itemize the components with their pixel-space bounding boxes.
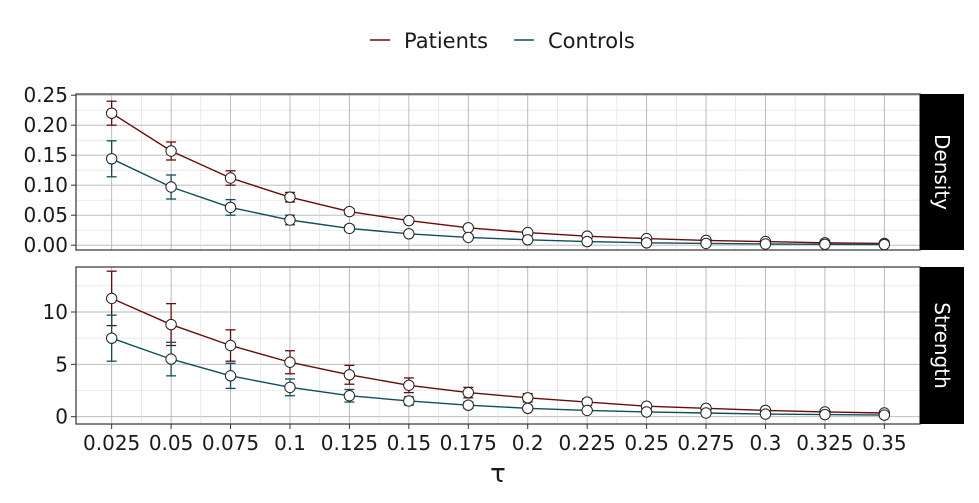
strength-controls-point	[403, 395, 415, 407]
density-patients-point	[284, 191, 296, 203]
density-y-tick-label: 0.00	[23, 233, 68, 257]
legend: Patients Controls	[370, 29, 635, 53]
x-tick-label: 0.125	[321, 431, 378, 455]
strength-controls-point	[343, 390, 356, 402]
strength-controls-point	[224, 370, 237, 382]
density-patients-line	[111, 112, 885, 245]
density-controls-point	[522, 234, 534, 246]
legend-label-controls: Controls	[548, 29, 635, 53]
density-controls-point	[165, 181, 177, 193]
density-y-tick-label: 0.10	[23, 173, 68, 197]
density-controls-point	[343, 222, 356, 235]
density-patients-point	[343, 205, 356, 218]
density-controls-point	[640, 237, 653, 249]
density-controls-point	[284, 214, 296, 226]
strength-y-tick-label: 10	[43, 300, 68, 324]
panel-density-series	[105, 100, 891, 251]
density-controls-point	[224, 201, 237, 214]
panel-strength: 0 5 10 Strength	[43, 266, 964, 429]
density-controls-point	[878, 238, 891, 251]
strength-controls-point	[759, 408, 772, 420]
x-tick-label: 0.35	[862, 431, 907, 455]
x-tick-label: 0.3	[750, 431, 782, 455]
density-controls-point	[819, 238, 831, 251]
x-axis: 0.025 0.05 0.075 0.1 0.125 0.15 0.175 0.2 0.225 0…	[83, 424, 907, 455]
x-tick-label: 0.075	[202, 431, 259, 455]
x-axis-title: τ	[490, 459, 506, 489]
strip-strength	[920, 267, 964, 424]
density-y-tick-label: 0.15	[23, 143, 68, 167]
density-patients-point	[105, 107, 118, 119]
density-patients-point	[165, 145, 177, 157]
strength-controls-point	[165, 353, 177, 365]
strength-patients-line	[111, 297, 885, 414]
strip-label-strength: Strength	[930, 302, 954, 389]
x-tick-label: 0.025	[83, 431, 140, 455]
panel-strength-y-axis: 0 5 10	[43, 300, 76, 429]
strength-controls-point	[105, 332, 118, 344]
density-controls-point	[581, 235, 593, 248]
x-tick-label: 0.175	[440, 431, 497, 455]
x-tick-label: 0.2	[512, 431, 544, 455]
density-controls-point	[759, 238, 772, 250]
strength-patients-point	[284, 356, 296, 368]
density-y-tick-label: 0.20	[23, 113, 68, 137]
density-controls-point	[462, 231, 474, 244]
strip-density	[920, 94, 964, 250]
x-tick-label: 0.05	[149, 431, 194, 455]
density-controls-point	[403, 228, 415, 240]
strength-controls-point	[522, 402, 534, 414]
strength-controls-line	[111, 337, 885, 416]
strength-patients-point	[105, 292, 118, 305]
density-patients-point	[403, 214, 415, 227]
density-y-tick-label: 0.25	[23, 83, 68, 107]
density-patients-point	[462, 222, 474, 234]
strength-controls-point	[878, 409, 891, 421]
panel-density: 0.00 0.05 0.10 0.15 0.20 0.25 Density	[23, 83, 964, 257]
x-tick-label: 0.25	[624, 431, 669, 455]
strength-patients-point	[165, 318, 177, 331]
x-tick-label: 0.275	[677, 431, 734, 455]
panel-density-y-axis: 0.00 0.05 0.10 0.15 0.20 0.25	[23, 83, 76, 257]
strength-patients-point	[343, 369, 356, 381]
strength-controls-point	[819, 408, 831, 421]
strength-controls-point	[640, 406, 653, 418]
x-tick-label: 0.225	[559, 431, 616, 455]
legend-label-patients: Patients	[404, 29, 488, 53]
panel-strength-series	[105, 270, 891, 421]
strength-controls-point	[700, 407, 712, 419]
strength-controls-point	[581, 404, 593, 417]
x-tick-label: 0.325	[796, 431, 853, 455]
strength-patients-point	[522, 392, 534, 404]
x-tick-label: 0.15	[387, 431, 432, 455]
density-controls-point	[105, 153, 118, 165]
strength-patients-point	[224, 339, 237, 352]
density-controls-point	[700, 237, 712, 250]
strength-controls-point	[462, 399, 474, 411]
strength-y-tick-label: 0	[55, 405, 68, 429]
density-y-tick-label: 0.05	[23, 203, 68, 227]
strength-patients-point	[462, 386, 474, 399]
density-controls-line	[111, 158, 885, 246]
strip-label-density: Density	[930, 134, 954, 210]
density-patients-point	[224, 172, 237, 184]
strength-patients-point	[403, 379, 415, 391]
strength-controls-point	[284, 381, 296, 394]
x-tick-label: 0.1	[274, 431, 306, 455]
strength-y-tick-label: 5	[55, 352, 68, 376]
